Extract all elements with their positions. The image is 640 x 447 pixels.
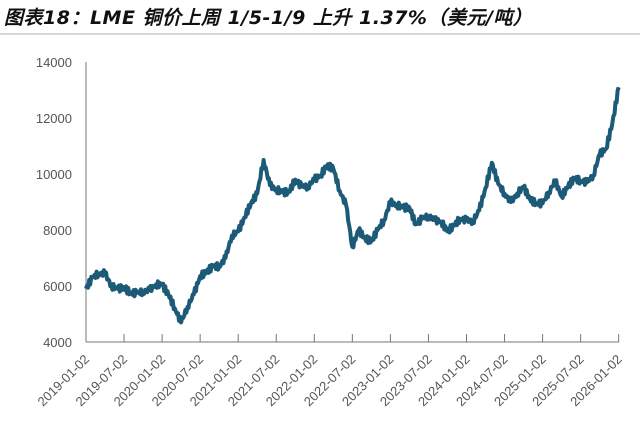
chart-title: 图表18：LME 铜价上周 1/5-1/9 上升 1.37%（美元/吨） [4,7,533,29]
y-tick-label: 12000 [36,111,72,126]
title-divider [0,33,640,35]
copper-price-line [84,86,621,325]
y-tick-label: 10000 [36,167,72,182]
y-tick-label: 14000 [36,55,72,70]
y-tick-label: 8000 [43,223,72,238]
y-tick-label: 4000 [43,335,72,350]
y-tick-label: 6000 [43,279,72,294]
